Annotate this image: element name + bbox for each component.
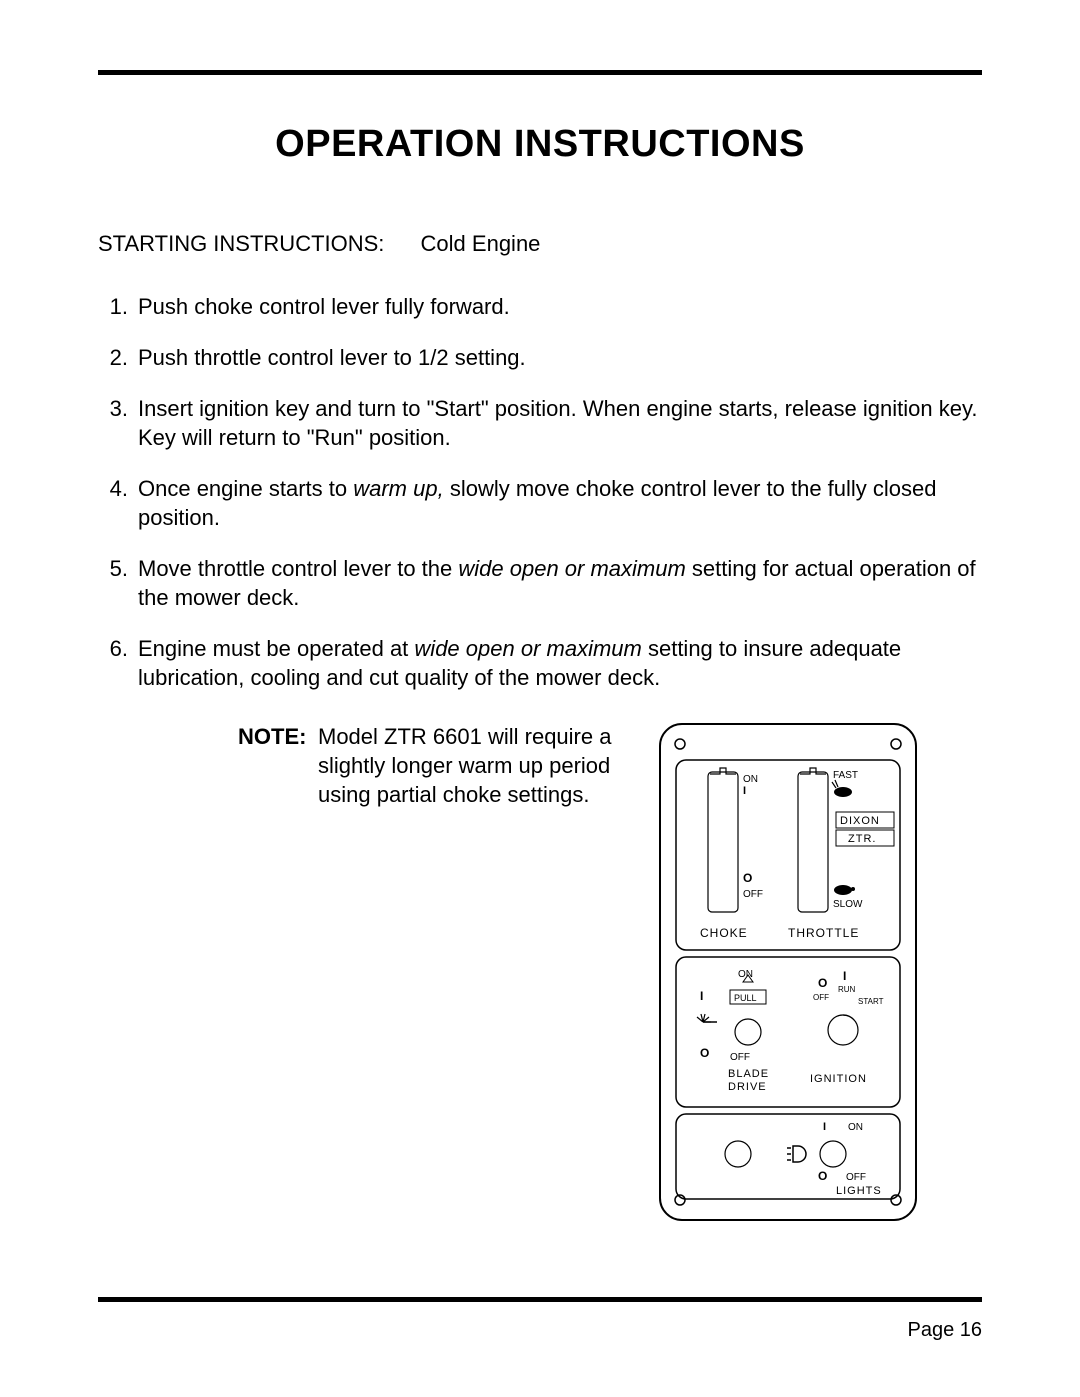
- panel-fast: FAST: [833, 770, 858, 781]
- ign-o: O: [818, 976, 827, 990]
- step-text: Move throttle control lever to the wide …: [138, 556, 976, 610]
- lights-label: LIGHTS: [836, 1185, 882, 1197]
- panel-slow: SLOW: [833, 899, 863, 910]
- step-item: 1.Push choke control lever fully forward…: [138, 292, 982, 321]
- panel-i2: I: [700, 989, 703, 1003]
- step-num: 6.: [98, 634, 128, 663]
- ign-i: I: [843, 969, 846, 983]
- step-text: Push choke control lever fully forward.: [138, 294, 510, 319]
- panel-o: O: [743, 871, 752, 885]
- rabbit-icon: [832, 780, 852, 797]
- note-block: NOTE: Model ZTR 6601 will require a slig…: [98, 722, 638, 809]
- blade-pull: PULL: [734, 993, 757, 1003]
- note-label: NOTE:: [238, 722, 318, 809]
- turtle-icon: [834, 885, 855, 895]
- step-num: 3.: [98, 394, 128, 423]
- choke-label: CHOKE: [700, 926, 748, 940]
- lights-i: I: [823, 1121, 826, 1133]
- panel-o2: O: [700, 1046, 709, 1060]
- step-text: Engine must be operated at wide open or …: [138, 636, 901, 690]
- ign-off: OFF: [813, 993, 829, 1002]
- step-text: Once engine starts to warm up, slowly mo…: [138, 476, 937, 530]
- control-panel-diagram: ON I O OFF CHOKE FAST DIXON ZTR.: [658, 722, 938, 1227]
- lights-off: OFF: [846, 1172, 866, 1183]
- step-num: 1.: [98, 292, 128, 321]
- subhead-label: STARTING INSTRUCTIONS:: [98, 231, 384, 257]
- ign-run: RUN: [838, 985, 856, 994]
- bottom-rule: [98, 1297, 982, 1302]
- step-item: 2.Push throttle control lever to 1/2 set…: [138, 343, 982, 372]
- step-text: Insert ignition key and turn to "Start" …: [138, 396, 977, 450]
- step-item: 5.Move throttle control lever to the wid…: [138, 554, 982, 612]
- step-num: 4.: [98, 474, 128, 503]
- step-item: 3.Insert ignition key and turn to "Start…: [138, 394, 982, 452]
- brand-dixon: DIXON: [840, 815, 880, 827]
- blade-off: OFF: [730, 1052, 750, 1063]
- lights-on: ON: [848, 1122, 863, 1133]
- note-text: Model ZTR 6601 will require a slightly l…: [318, 722, 638, 809]
- steps-list: 1. Push choke control lever fully forward…: [98, 292, 982, 692]
- blade-label1: BLADE: [728, 1068, 769, 1080]
- panel-off: OFF: [743, 889, 763, 900]
- step-item: 6.Engine must be operated at wide open o…: [138, 634, 982, 692]
- lights-o: O: [818, 1169, 827, 1183]
- light-icon: [787, 1146, 806, 1162]
- fan-icon: [697, 1014, 717, 1022]
- step-text: Push throttle control lever to 1/2 setti…: [138, 345, 526, 370]
- step-item: 4.Once engine starts to warm up, slowly …: [138, 474, 982, 532]
- ignition-label: IGNITION: [810, 1073, 867, 1085]
- top-rule: [98, 70, 982, 75]
- subhead-value: Cold Engine: [421, 231, 541, 257]
- step-num: 5.: [98, 554, 128, 583]
- ign-start: START: [858, 997, 884, 1006]
- page-title: OPERATION INSTRUCTIONS: [98, 123, 982, 166]
- page-number: Page 16: [907, 1319, 982, 1342]
- brand-ztr: ZTR.: [848, 833, 876, 845]
- step-num: 2.: [98, 343, 128, 372]
- subheading: STARTING INSTRUCTIONS: Cold Engine: [98, 231, 982, 257]
- panel-i: I: [743, 785, 746, 797]
- throttle-label: THROTTLE: [788, 926, 859, 940]
- blade-label2: DRIVE: [728, 1081, 767, 1093]
- panel-on: ON: [743, 774, 758, 785]
